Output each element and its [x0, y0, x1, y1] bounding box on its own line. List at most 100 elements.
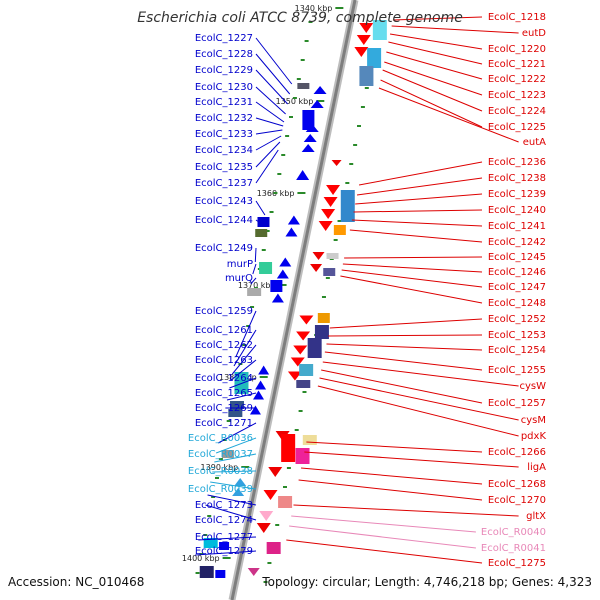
- leader-line: [254, 247, 257, 263]
- map-title: Escherichia coli ATCC 8739, complete gen…: [137, 10, 463, 26]
- leader-line: [226, 392, 257, 401]
- gene-label: EcolC_1244: [195, 215, 253, 226]
- gene-label: EcolC_1227: [195, 33, 253, 44]
- gene-label: EcolC_1261: [195, 325, 253, 336]
- gene-arrow: [232, 488, 245, 496]
- leader-line: [388, 41, 483, 65]
- gene-arrow: [271, 293, 284, 303]
- gene-arrow: [259, 511, 274, 521]
- gene-arrow: [258, 365, 270, 375]
- gene-block: [229, 401, 244, 409]
- gene-block: [257, 217, 270, 227]
- gene-label: EcolC_1270: [488, 495, 546, 506]
- gene-block: [199, 566, 214, 578]
- gene-label: EcolC_1230: [195, 82, 253, 93]
- gene-label: EcolC_1233: [195, 129, 253, 140]
- leader-line: [255, 101, 285, 123]
- tick-label: 1340 kbp: [295, 4, 333, 13]
- gene-arrow: [310, 100, 324, 108]
- gene-label: EcolC_R0041: [481, 543, 546, 554]
- leader-line: [286, 539, 483, 564]
- gene-arrow: [296, 170, 310, 180]
- leader-lines: [195, 16, 519, 564]
- leader-line: [317, 385, 519, 437]
- gene-label: EcolC_1279: [195, 546, 253, 557]
- gene-arrow: [255, 380, 267, 390]
- gene-block: [228, 409, 243, 417]
- gene-arrow: [359, 23, 374, 33]
- leader-line: [356, 177, 483, 196]
- gene-arrow: [301, 144, 315, 152]
- tick-label: 1370 kbp: [238, 281, 276, 290]
- gene-label: cysW: [519, 381, 546, 392]
- gene-label: gltX: [526, 511, 546, 522]
- gene-label: EcolC_1271: [195, 418, 253, 429]
- leader-line: [252, 263, 257, 275]
- gene-arrow: [313, 86, 327, 94]
- gene-label: EcolC_1269: [195, 403, 253, 414]
- gene-label: EcolC_1257: [488, 398, 546, 409]
- leader-line: [255, 200, 266, 216]
- gene-label: EcolC_1273: [195, 500, 253, 511]
- gene-label: EcolC_1241: [488, 221, 546, 232]
- leader-line: [205, 504, 257, 521]
- gene-label: EcolC_1268: [488, 479, 546, 490]
- leader-line: [255, 53, 291, 95]
- gene-label: EcolC_R0039: [188, 484, 253, 495]
- leader-line: [289, 525, 476, 549]
- gene-label: EcolC_1266: [488, 447, 546, 458]
- gene-arrow: [247, 568, 260, 576]
- gene-arrow: [285, 227, 298, 237]
- gene-label: EcolC_1234: [195, 145, 253, 156]
- leader-line: [319, 377, 519, 421]
- leader-line: [378, 87, 519, 143]
- leader-line: [230, 359, 257, 381]
- gene-label: EcolC_1254: [488, 345, 546, 356]
- gene-block: [259, 262, 273, 274]
- gene-block: [219, 542, 230, 550]
- gene-arrow: [287, 215, 300, 225]
- gene-arrow: [253, 390, 265, 400]
- leader-line: [322, 361, 519, 387]
- leader-line: [255, 135, 282, 151]
- leader-line: [344, 256, 483, 259]
- leader-line: [291, 515, 476, 533]
- leader-line: [255, 129, 283, 135]
- gene-block: [307, 338, 322, 358]
- leader-line: [386, 51, 483, 80]
- leader-line: [391, 25, 519, 34]
- leader-line: [195, 550, 257, 556]
- leader-line: [255, 219, 264, 226]
- leader-line: [324, 351, 483, 371]
- gene-arrow: [296, 331, 311, 341]
- gene-label: EcolC_R0037: [188, 449, 253, 460]
- gene-label: EcolC_1220: [488, 44, 546, 55]
- gene-arrow: [249, 405, 261, 415]
- feature-layer: [199, 20, 387, 578]
- gene-label: EcolC_1228: [195, 49, 253, 60]
- leader-line: [233, 329, 257, 367]
- leader-line: [301, 467, 483, 485]
- gene-label: EcolC_1221: [488, 59, 546, 70]
- gene-block: [302, 435, 317, 445]
- tick-label: 1350 kbp: [276, 97, 314, 106]
- leader-line: [217, 422, 257, 444]
- gene-label: EcolC_1274: [195, 515, 253, 526]
- gene-label: EcolC_1253: [488, 330, 546, 341]
- gene-block: [302, 110, 315, 130]
- gene-label: EcolC_1255: [488, 365, 546, 376]
- label-layer: EcolC_1227 EcolC_1228 EcolC_1229 EcolC_1230…: [188, 12, 547, 569]
- leader-line: [255, 86, 286, 115]
- leader-line: [326, 343, 483, 351]
- gene-block: [296, 380, 311, 388]
- leader-line: [298, 479, 483, 501]
- gene-label: EcolC_1240: [488, 205, 546, 216]
- leader-line: [328, 334, 483, 337]
- leader-line: [342, 263, 483, 273]
- gene-label: EcolC_1235: [195, 162, 253, 173]
- gene-block: [270, 280, 283, 292]
- gene-label: EcolC_R0038: [188, 466, 253, 477]
- gene-block: [203, 538, 218, 548]
- leader-line: [235, 310, 257, 358]
- gene-label: murQ: [225, 273, 253, 284]
